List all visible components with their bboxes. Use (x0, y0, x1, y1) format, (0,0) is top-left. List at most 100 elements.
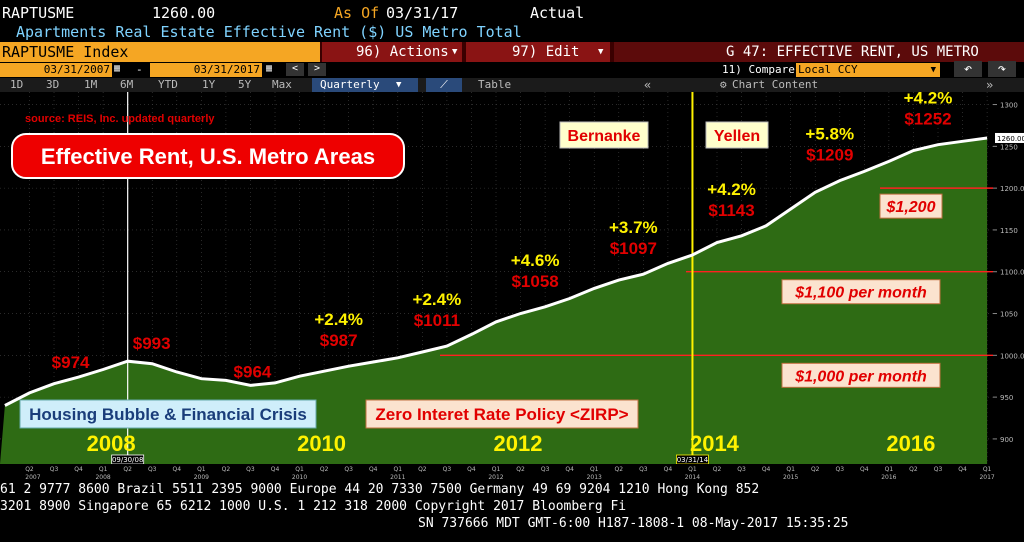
function-bar: RAPTUSME Index 96) Actions ▼ 97) Edit ▼ … (0, 42, 1024, 62)
x-quarter-label: Q2 (320, 466, 329, 473)
gear-icon[interactable]: ⚙ (720, 78, 727, 91)
x-year-label: 2017 (979, 474, 994, 481)
x-quarter-label: Q3 (836, 466, 845, 473)
chart-content-button[interactable]: Chart Content (732, 78, 819, 91)
title-pill (11, 133, 405, 179)
rent-area-fill (0, 138, 988, 464)
x-quarter-label: Q4 (369, 466, 378, 473)
x-quarter-label: Q3 (50, 466, 59, 473)
range-1m[interactable]: 1M (84, 78, 98, 91)
range-max[interactable]: Max (272, 78, 292, 91)
actual-label: Actual (530, 4, 585, 22)
range-bar: 1D 3D 1M 6M YTD 1Y 5Y Max Quarterly ▼ ⟋ … (0, 78, 1024, 92)
annotations: 2008 2010 2012 2014 2016 $974 $993 $964 $987 +2.4… (11, 92, 952, 456)
security-header: RAPTUSME 1260.00 As Of 03/31/17 Actual (0, 0, 1024, 24)
calendar-icon[interactable]: ▦ (266, 63, 273, 74)
period-select[interactable]: Quarterly ▼ (312, 78, 418, 92)
reference-label-box (879, 193, 943, 219)
security-description: Apartments Real Estate Effective Rent ($… (16, 23, 522, 41)
y-tick-label: 1200.00 (1000, 185, 1024, 193)
x-quarter-label: Q4 (664, 466, 673, 473)
x-quarter-label: Q1 (786, 466, 795, 473)
undo-icon[interactable]: ↶ (954, 61, 982, 77)
collapse-left-icon[interactable]: « (644, 78, 652, 92)
y-tick-label: 1050 (1000, 311, 1018, 319)
compare-label: 11) Compare (722, 63, 795, 76)
range-3d[interactable]: 3D (46, 78, 60, 91)
start-date-input[interactable]: 03/31/2007 (0, 63, 112, 77)
x-quarter-label: Q1 (885, 466, 894, 473)
zirp-box (365, 399, 639, 429)
previous-period-button[interactable]: < (286, 63, 304, 76)
period-value: Quarterly (320, 78, 380, 91)
y-tick-label: 1150 (1000, 227, 1018, 235)
table-button[interactable]: Table (478, 78, 512, 91)
x-year-label: 2007 (25, 474, 40, 481)
range-5y[interactable]: 5Y (238, 78, 252, 91)
compare-select[interactable]: Local CCY ▼ (796, 63, 940, 77)
bernanke-label: Bernanke (568, 128, 641, 145)
x-quarter-label: Q4 (860, 466, 869, 473)
index-label[interactable]: RAPTUSME Index (0, 42, 320, 62)
x-quarter-label: Q3 (541, 466, 550, 473)
edit-menu[interactable]: 97) Edit ▼ (466, 42, 610, 62)
growth-label: +2.4% (413, 290, 462, 309)
x-quarter-label: Q3 (344, 466, 353, 473)
growth-label: +4.2% (707, 180, 756, 199)
x-quarter-label: Q1 (492, 466, 501, 473)
compare-value: Local CCY (798, 63, 858, 76)
x-year-label: 2012 (488, 474, 503, 481)
x-quarter-label: Q4 (762, 466, 771, 473)
x-quarter-label: Q1 (590, 466, 599, 473)
ticker-symbol: RAPTUSME (2, 4, 75, 22)
end-date-input[interactable]: 03/31/2017 (150, 63, 262, 77)
bernanke-box (559, 121, 649, 149)
x-quarter-label: Q3 (737, 466, 746, 473)
big-year-label: 2012 (494, 431, 543, 456)
range-6m[interactable]: 6M (120, 78, 134, 91)
x-quarter-label: Q3 (246, 466, 255, 473)
x-quarter-label: Q4 (467, 466, 476, 473)
x-quarter-label: Q2 (25, 466, 34, 473)
range-ytd[interactable]: YTD (158, 78, 178, 91)
price-label: $1209 (806, 146, 853, 165)
x-year-label: 2010 (292, 474, 307, 481)
x-quarter-label: Q3 (639, 466, 648, 473)
reference-label-box (781, 362, 941, 388)
range-1y[interactable]: 1Y (202, 78, 216, 91)
x-quarter-label: Q2 (713, 466, 722, 473)
session-info-line: SN 737666 MDT GMT-6:00 H187-1808-1 08-Ma… (418, 516, 849, 531)
price-label: $1011 (414, 311, 460, 330)
reference-lines: $1,000 per month $1,100 per month $1,200 (440, 187, 993, 388)
x-quarter-label: Q1 (99, 466, 108, 473)
actions-menu[interactable]: 96) Actions ▼ (322, 42, 462, 62)
yellen-box (705, 121, 769, 149)
big-year-label: 2016 (886, 431, 935, 456)
reference-label-box (781, 279, 941, 305)
x-quarter-label: Q4 (958, 466, 967, 473)
last-price: 1260.00 (152, 4, 216, 22)
chevron-down-icon: ▼ (930, 65, 936, 75)
x-quarter-label: Q3 (934, 466, 943, 473)
phone-ticker-line-1: 61 2 9777 8600 Brazil 5511 2395 9000 Eur… (0, 482, 760, 497)
redo-icon[interactable]: ↷ (988, 61, 1016, 77)
price-label: $964 (234, 362, 272, 381)
axes: 9009501000.0010501100.0011501200.0012501… (0, 92, 1024, 482)
chevron-down-icon: ▼ (396, 80, 402, 90)
crisis-box (19, 399, 317, 429)
graph-title: G 47: EFFECTIVE RENT, US METRO (726, 44, 979, 60)
x-quarter-label: Q1 (295, 466, 304, 473)
calendar-icon[interactable]: ▦ (114, 63, 121, 74)
x-quarter-label: Q2 (811, 466, 820, 473)
growth-label: +2.4% (314, 310, 363, 329)
line-chart-icon[interactable]: ⟋ (426, 78, 462, 92)
range-1d[interactable]: 1D (10, 78, 24, 91)
collapse-right-icon[interactable]: » (986, 78, 994, 92)
x-quarter-label: Q4 (565, 466, 574, 473)
next-period-button[interactable]: > (308, 63, 326, 76)
x-year-label: 2011 (390, 474, 405, 481)
last-value-label: 1260.00 (997, 135, 1024, 143)
reference-label: $1,000 per month (794, 368, 927, 385)
x-quarter-label: Q1 (197, 466, 206, 473)
x-quarter-label: Q1 (688, 466, 697, 473)
